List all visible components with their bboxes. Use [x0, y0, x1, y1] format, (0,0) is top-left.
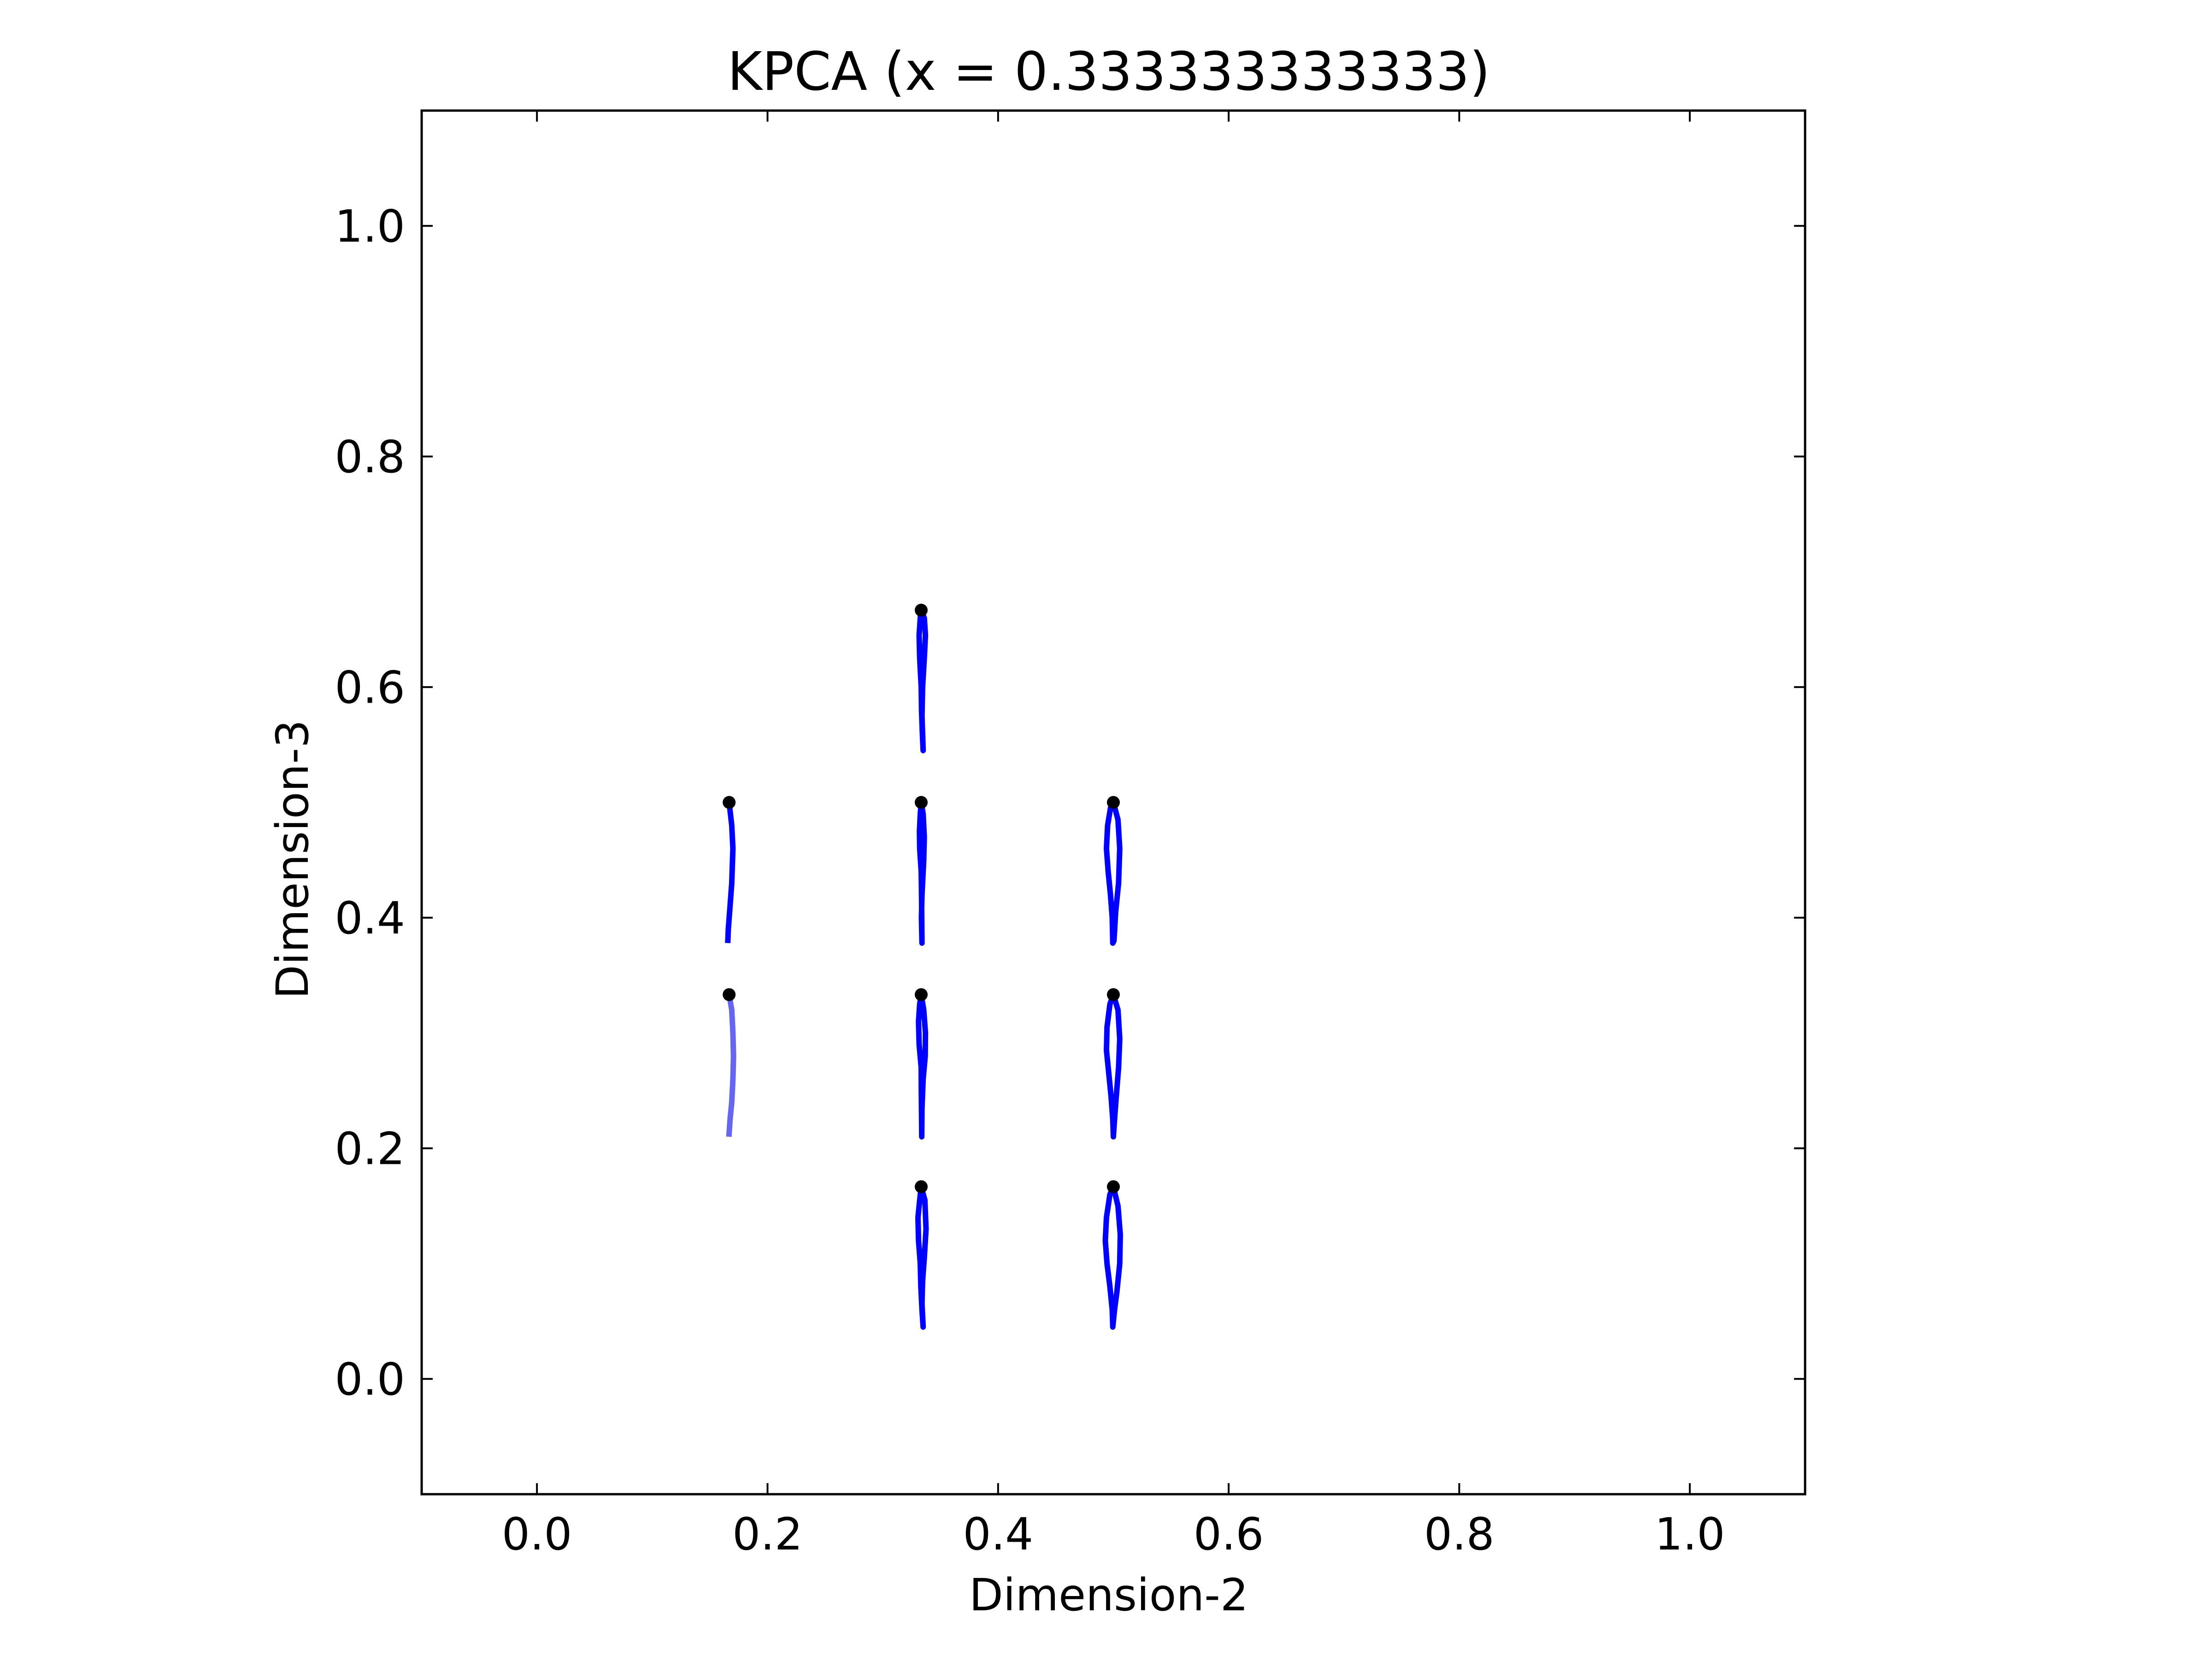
trajectory-line-1: [725, 802, 736, 944]
trajectory-line-8: [1104, 993, 1123, 1140]
x-tick-label: 0.0: [502, 1508, 572, 1560]
trajectory-line-7: [1104, 801, 1123, 946]
y-tick-label: 0.2: [335, 1123, 405, 1174]
data-point-9: [1107, 1180, 1120, 1193]
x-axis-title: Dimension-2: [969, 1569, 1248, 1621]
plot-area: [723, 604, 1123, 1330]
trajectory-line-9: [1102, 1186, 1123, 1330]
data-point-5: [915, 988, 928, 1001]
y-tick-label: 0.8: [335, 431, 405, 483]
x-tick-label: 0.6: [1194, 1508, 1264, 1560]
data-point-6: [915, 1180, 928, 1193]
y-tick-label: 0.0: [335, 1354, 405, 1405]
data-point-8: [1107, 988, 1120, 1001]
x-tick-label: 0.2: [732, 1508, 803, 1560]
y-tick-label: 0.4: [335, 892, 405, 944]
trajectory-line-6: [915, 1186, 929, 1330]
trajectory-line-2: [726, 994, 736, 1137]
y-tick-label: 1.0: [335, 200, 405, 252]
data-point-7: [1107, 796, 1120, 809]
data-point-4: [915, 796, 928, 809]
y-tick-label: 0.6: [335, 662, 405, 713]
trajectory-line-4: [917, 802, 927, 946]
x-tick-label: 0.8: [1424, 1508, 1494, 1560]
trajectory-line-3: [916, 609, 929, 753]
plot-frame: [420, 109, 1806, 1496]
data-point-3: [915, 604, 928, 617]
x-tick-label: 1.0: [1654, 1508, 1725, 1560]
y-axis-title: Dimension-3: [267, 720, 318, 999]
chart-title: KPCA (x = 0.333333333333): [727, 41, 1490, 103]
data-point-2: [723, 988, 736, 1001]
data-point-1: [723, 796, 736, 809]
trajectory-line-5: [916, 994, 929, 1140]
x-tick-label: 0.4: [963, 1508, 1033, 1560]
axes: 0.0 0.2 0.4 0.6 0.8 1.0 0.0 0.2 0.4 0.6 0.8 1.0: [335, 109, 1806, 1560]
